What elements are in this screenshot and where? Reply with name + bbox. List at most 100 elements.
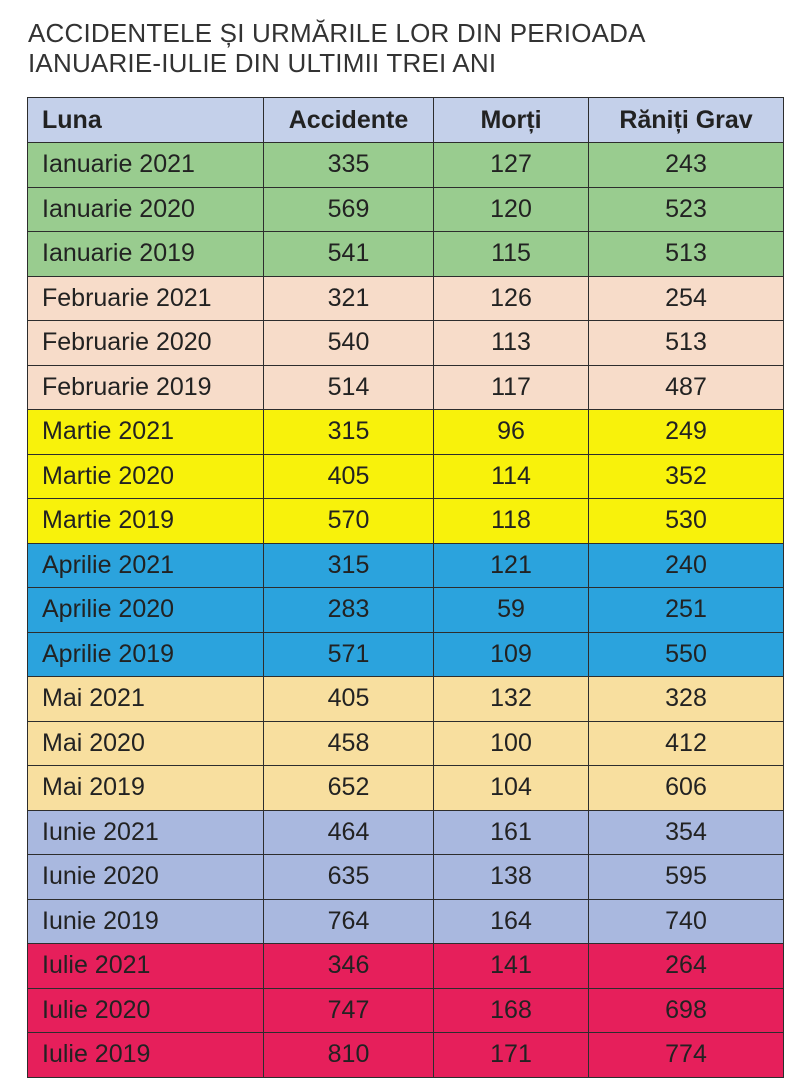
morti-cell: 104 <box>433 765 589 811</box>
accidente-cell: 652 <box>263 765 434 811</box>
raniti-grav-cell: 595 <box>588 854 784 900</box>
accidente-cell: 335 <box>263 142 434 188</box>
morti-cell: 138 <box>433 854 589 900</box>
month-cell: Februarie 2021 <box>27 275 264 321</box>
raniti-grav-cell: 243 <box>588 142 784 188</box>
month-cell: Martie 2020 <box>27 453 264 499</box>
chart-title-line-1: ACCIDENTELE ȘI URMĂRILE LOR DIN PERIOADA <box>28 18 646 48</box>
raniti-grav-cell: 352 <box>588 453 784 499</box>
raniti-grav-cell: 254 <box>588 275 784 321</box>
accidente-cell: 321 <box>263 275 434 321</box>
month-cell: Mai 2019 <box>27 765 264 811</box>
table-row: Mai 2021 405 132 328 <box>27 676 784 722</box>
table-row: Februarie 2021 321 126 254 <box>27 275 784 321</box>
table-row: Iunie 2019 764 164 740 <box>27 898 784 944</box>
month-cell: Iulie 2021 <box>27 943 264 989</box>
month-cell: Iunie 2021 <box>27 809 264 855</box>
accidente-cell: 571 <box>263 631 434 677</box>
table-row: Februarie 2019 514 117 487 <box>27 364 784 410</box>
morti-cell: 168 <box>433 987 589 1033</box>
raniti-grav-cell: 240 <box>588 542 784 588</box>
table-row: Ianuarie 2021 335 127 243 <box>27 142 784 188</box>
raniti-grav-cell: 513 <box>588 231 784 277</box>
month-cell: Ianuarie 2021 <box>27 142 264 188</box>
accidente-cell: 315 <box>263 409 434 455</box>
month-cell: Martie 2019 <box>27 498 264 544</box>
table-row: Ianuarie 2020 569 120 523 <box>27 186 784 232</box>
table-row: Martie 2020 405 114 352 <box>27 453 784 499</box>
accidente-cell: 514 <box>263 364 434 410</box>
month-cell: Aprilie 2019 <box>27 631 264 677</box>
raniti-grav-cell: 523 <box>588 186 784 232</box>
raniti-grav-cell: 264 <box>588 943 784 989</box>
table-row: Aprilie 2019 571 109 550 <box>27 631 784 677</box>
table-row: Martie 2021 315 96 249 <box>27 409 784 455</box>
column-header-luna: Luna <box>27 97 264 143</box>
raniti-grav-cell: 354 <box>588 809 784 855</box>
raniti-grav-cell: 606 <box>588 765 784 811</box>
table-row: Mai 2019 652 104 606 <box>27 765 784 811</box>
raniti-grav-cell: 328 <box>588 676 784 722</box>
morti-cell: 127 <box>433 142 589 188</box>
morti-cell: 126 <box>433 275 589 321</box>
raniti-grav-cell: 740 <box>588 898 784 944</box>
month-cell: Mai 2021 <box>27 676 264 722</box>
table-row: Februarie 2020 540 113 513 <box>27 320 784 366</box>
raniti-grav-cell: 530 <box>588 498 784 544</box>
column-header-morti: Morți <box>433 97 589 143</box>
month-cell: Februarie 2020 <box>27 320 264 366</box>
table-row: Iunie 2020 635 138 595 <box>27 854 784 900</box>
table-row: Iulie 2019 810 171 774 <box>27 1032 784 1078</box>
month-cell: Iunie 2020 <box>27 854 264 900</box>
month-cell: Februarie 2019 <box>27 364 264 410</box>
accidente-cell: 541 <box>263 231 434 277</box>
morti-cell: 114 <box>433 453 589 499</box>
month-cell: Iunie 2019 <box>27 898 264 944</box>
morti-cell: 118 <box>433 498 589 544</box>
morti-cell: 120 <box>433 186 589 232</box>
column-header-raniti-grav: Răniți Grav <box>588 97 784 143</box>
accidente-cell: 810 <box>263 1032 434 1078</box>
morti-cell: 96 <box>433 409 589 455</box>
accidents-table: Luna Accidente Morți Răniți Grav Ianuari… <box>27 97 784 1078</box>
morti-cell: 59 <box>433 587 589 633</box>
accidente-cell: 458 <box>263 720 434 766</box>
chart-title-line-2: IANUARIE-IULIE DIN ULTIMII TREI ANI <box>28 48 497 78</box>
morti-cell: 117 <box>433 364 589 410</box>
morti-cell: 121 <box>433 542 589 588</box>
raniti-grav-cell: 774 <box>588 1032 784 1078</box>
accidente-cell: 764 <box>263 898 434 944</box>
raniti-grav-cell: 251 <box>588 587 784 633</box>
accidente-cell: 569 <box>263 186 434 232</box>
accidente-cell: 635 <box>263 854 434 900</box>
morti-cell: 113 <box>433 320 589 366</box>
raniti-grav-cell: 550 <box>588 631 784 677</box>
accidente-cell: 570 <box>263 498 434 544</box>
table-row: Mai 2020 458 100 412 <box>27 720 784 766</box>
morti-cell: 132 <box>433 676 589 722</box>
morti-cell: 171 <box>433 1032 589 1078</box>
accidente-cell: 315 <box>263 542 434 588</box>
raniti-grav-cell: 513 <box>588 320 784 366</box>
morti-cell: 109 <box>433 631 589 677</box>
morti-cell: 141 <box>433 943 589 989</box>
accidente-cell: 747 <box>263 987 434 1033</box>
table-row: Aprilie 2021 315 121 240 <box>27 542 784 588</box>
raniti-grav-cell: 412 <box>588 720 784 766</box>
month-cell: Ianuarie 2020 <box>27 186 264 232</box>
accidente-cell: 405 <box>263 676 434 722</box>
month-cell: Aprilie 2020 <box>27 587 264 633</box>
morti-cell: 100 <box>433 720 589 766</box>
month-cell: Martie 2021 <box>27 409 264 455</box>
month-cell: Iulie 2020 <box>27 987 264 1033</box>
month-cell: Iulie 2019 <box>27 1032 264 1078</box>
table-body: Ianuarie 2021 335 127 243 Ianuarie 2020 569 12… <box>27 142 784 1078</box>
morti-cell: 161 <box>433 809 589 855</box>
accidente-cell: 405 <box>263 453 434 499</box>
table-row: Ianuarie 2019 541 115 513 <box>27 231 784 277</box>
accidente-cell: 283 <box>263 587 434 633</box>
month-cell: Ianuarie 2019 <box>27 231 264 277</box>
table-row: Martie 2019 570 118 530 <box>27 498 784 544</box>
raniti-grav-cell: 487 <box>588 364 784 410</box>
raniti-grav-cell: 698 <box>588 987 784 1033</box>
